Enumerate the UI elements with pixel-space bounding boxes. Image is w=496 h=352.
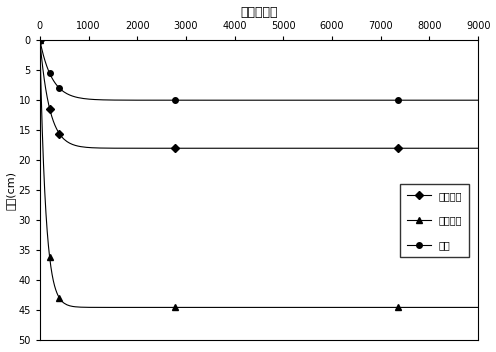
- Line: 加排水板: 加排水板: [37, 37, 481, 310]
- 板桦: [461, 98, 467, 102]
- 元然地基: [475, 146, 481, 150]
- 元然地基: [60, 136, 65, 140]
- 板桦: [475, 98, 481, 102]
- Line: 板桦: 板桦: [37, 37, 481, 103]
- X-axis label: 时间（天）: 时间（天）: [240, 6, 278, 19]
- 加排水板: [475, 305, 481, 309]
- 板桦: [60, 89, 65, 93]
- 加排水板: [37, 38, 43, 42]
- Y-axis label: 沉降(cm): 沉降(cm): [5, 171, 15, 210]
- 加排水板: [464, 305, 470, 309]
- 元然地基: [48, 113, 54, 117]
- Line: 元然地基: 元然地基: [37, 37, 481, 151]
- 元然地基: [403, 146, 409, 150]
- 元然地基: [78, 145, 84, 149]
- 板桦: [434, 98, 439, 102]
- 元然地基: [436, 146, 442, 150]
- 元然地基: [37, 38, 43, 42]
- 加排水板: [78, 305, 84, 309]
- 加排水板: [256, 305, 262, 309]
- 加排水板: [48, 267, 54, 271]
- 板桦: [37, 38, 43, 42]
- 元然地基: [464, 146, 470, 150]
- 元然地基: [57, 132, 62, 136]
- 加排水板: [57, 296, 62, 300]
- Legend: 元然地基, 加排水板, 板桦: 元然地基, 加排水板, 板桦: [400, 184, 469, 257]
- 板桦: [78, 96, 84, 100]
- 板桦: [48, 75, 54, 79]
- 加排水板: [60, 300, 65, 304]
- 加排水板: [436, 305, 442, 309]
- 板桦: [57, 86, 62, 90]
